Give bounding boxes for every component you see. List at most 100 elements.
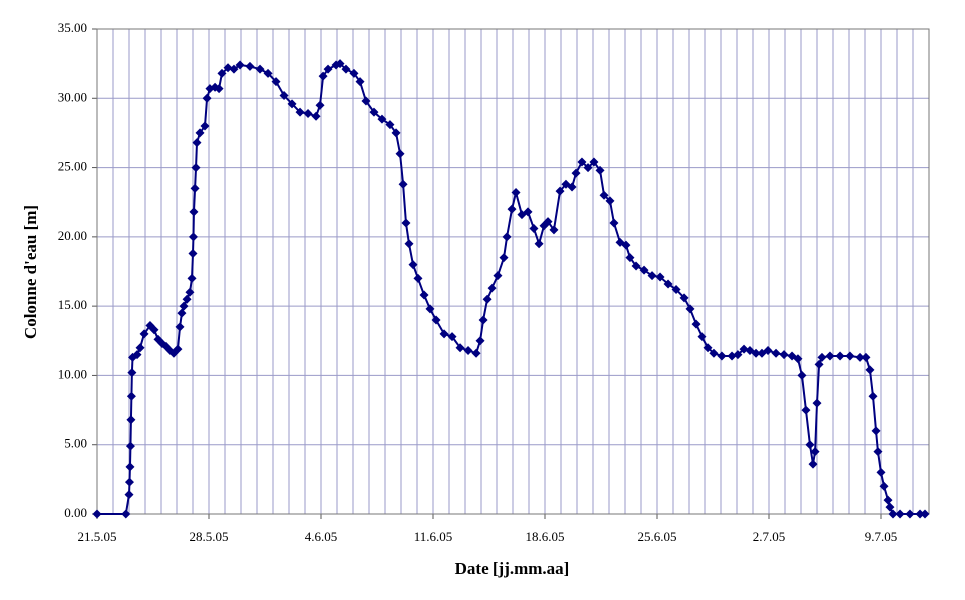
data-marker <box>511 188 521 198</box>
data-marker <box>655 272 665 282</box>
x-tick-label: 11.6.05 <box>414 529 453 544</box>
y-tick-label: 25.00 <box>58 159 87 174</box>
data-marker <box>895 509 905 519</box>
data-marker <box>223 63 233 73</box>
data-marker <box>229 64 239 74</box>
data-marker <box>739 344 749 354</box>
data-marker <box>808 459 818 469</box>
data-marker <box>92 509 102 519</box>
data-marker <box>279 91 289 101</box>
data-marker <box>463 345 473 355</box>
data-marker <box>315 100 325 110</box>
x-tick-label: 21.5.05 <box>78 529 117 544</box>
data-marker <box>679 293 689 303</box>
data-marker <box>311 111 321 121</box>
data-marker <box>873 447 883 457</box>
data-marker <box>599 190 609 200</box>
data-marker <box>779 350 789 360</box>
data-marker <box>447 332 457 342</box>
data-marker <box>419 290 429 300</box>
data-marker <box>127 368 137 378</box>
data-marker <box>567 182 577 192</box>
y-tick-label: 0.00 <box>64 505 87 520</box>
data-marker <box>812 398 822 408</box>
x-tick-label: 28.5.05 <box>190 529 229 544</box>
data-marker <box>577 157 587 167</box>
data-marker <box>825 351 835 361</box>
data-marker <box>179 301 189 311</box>
data-marker <box>391 128 401 138</box>
x-tick-label: 9.7.05 <box>865 529 898 544</box>
data-marker <box>149 325 159 335</box>
data-marker <box>549 225 559 235</box>
data-marker <box>188 248 198 258</box>
data-marker <box>502 232 512 242</box>
data-marker <box>543 217 553 227</box>
y-tick-label: 30.00 <box>58 89 87 104</box>
x-axis-title: Date [jj.mm.aa] <box>455 559 570 578</box>
data-marker <box>595 165 605 175</box>
data-marker <box>125 462 135 472</box>
data-marker <box>709 348 719 358</box>
data-marker <box>214 84 224 94</box>
y-tick-label: 5.00 <box>64 436 87 451</box>
x-tick-label: 4.6.05 <box>305 529 338 544</box>
data-marker <box>814 359 824 369</box>
data-marker <box>625 253 635 263</box>
data-marker <box>493 271 503 281</box>
data-marker <box>920 509 930 519</box>
data-marker <box>335 59 345 69</box>
data-marker <box>355 77 365 87</box>
data-marker <box>647 271 657 281</box>
data-marker <box>507 204 517 214</box>
data-marker <box>318 71 328 81</box>
data-marker <box>175 322 185 332</box>
data-marker <box>555 186 565 196</box>
data-marker <box>691 319 701 329</box>
data-marker <box>605 196 615 206</box>
data-marker <box>177 308 187 318</box>
data-marker <box>697 332 707 342</box>
data-marker <box>200 121 210 131</box>
data-marker <box>871 426 881 436</box>
data-marker <box>621 240 631 250</box>
data-marker <box>192 138 202 148</box>
data-marker <box>408 260 418 270</box>
data-marker <box>361 96 371 106</box>
data-marker <box>124 477 134 487</box>
data-marker <box>124 490 134 500</box>
data-marker <box>121 509 131 519</box>
y-tick-label: 35.00 <box>58 20 87 35</box>
data-marker <box>609 218 619 228</box>
data-marker <box>135 343 145 353</box>
data-marker <box>885 502 895 512</box>
data-marker <box>717 351 727 361</box>
data-marker <box>817 352 827 362</box>
data-marker <box>189 207 199 217</box>
data-marker <box>188 232 198 242</box>
data-marker <box>132 350 142 360</box>
data-marker <box>771 348 781 358</box>
data-marker <box>865 365 875 375</box>
data-marker <box>883 495 893 505</box>
data-marker <box>455 343 465 353</box>
data-marker <box>797 370 807 380</box>
data-marker <box>126 415 136 425</box>
data-marker <box>571 168 581 178</box>
data-marker <box>439 329 449 339</box>
data-marker <box>763 345 773 355</box>
y-tick-label: 15.00 <box>58 297 87 312</box>
plot-border <box>96 28 930 515</box>
data-marker <box>303 109 313 119</box>
data-marker <box>195 128 205 138</box>
y-axis-title: Colonne d'eau [m] <box>21 205 40 339</box>
data-marker <box>905 509 915 519</box>
x-tick-label: 25.6.05 <box>638 529 677 544</box>
data-marker <box>868 391 878 401</box>
y-tick-label: 20.00 <box>58 228 87 243</box>
data-marker <box>879 481 889 491</box>
data-marker <box>487 283 497 293</box>
data-marker <box>173 344 183 354</box>
data-marker <box>263 68 273 78</box>
